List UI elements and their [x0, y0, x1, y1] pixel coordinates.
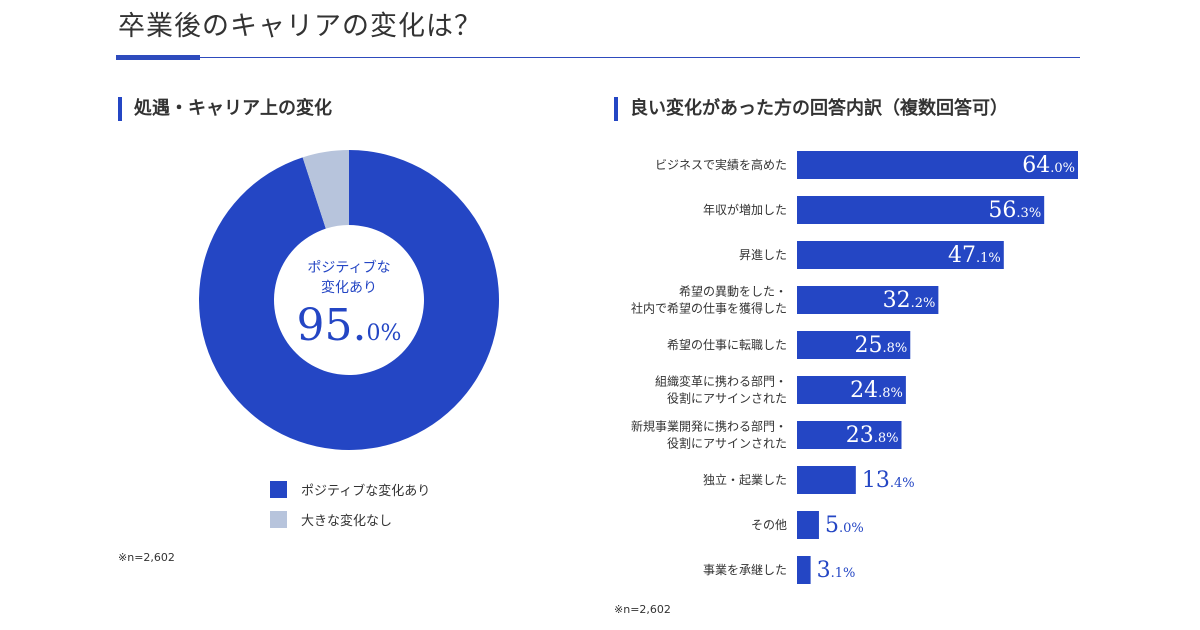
donut-sample-note: ※n=2,602	[118, 551, 175, 564]
bar-1	[797, 196, 1045, 224]
donut-center-label-line2: 変化あり	[321, 280, 377, 296]
title-accent-bar	[116, 55, 200, 60]
legend-label-no-change: 大きな変化なし	[301, 513, 393, 529]
bar-value-label-0: 64.0%	[1022, 153, 1075, 178]
bar-category-label-6-line0: 新規事業開発に携わる部門・	[631, 419, 787, 434]
bar-category-label-3-line1: 社内で希望の仕事を獲得した	[631, 301, 787, 316]
donut-chart-title: 処遇・キャリア上の変化	[118, 97, 332, 121]
donut-center-label-line1: ポジティブな	[307, 260, 391, 276]
bar-5	[797, 376, 906, 404]
bar-value-label-1: 56.3%	[988, 198, 1041, 223]
bar-category-label-0: ビジネスで実績を高めた	[655, 157, 787, 172]
bar-chart-title: 良い変化があった方の回答内訳（複数回答可）	[614, 97, 1008, 121]
donut-center-value: 95.0%	[274, 300, 424, 351]
donut-center-value-sub: 0%	[366, 321, 402, 346]
bar-value-label-8: 5.0%	[825, 513, 864, 538]
bar-chart: ビジネスで実績を高めた 64.0% 年収が増加した 56.3% 昇進した 47.1% 希望の…	[631, 151, 1078, 584]
legend-swatch-no-change	[270, 510, 287, 528]
bar-category-label-9: 事業を承継した	[703, 562, 787, 577]
bar-category-label-3-line0: 希望の異動をした・	[679, 284, 787, 299]
bar-value-label-7: 13.4%	[862, 468, 915, 493]
bar-value-label-3: 32.2%	[883, 288, 936, 313]
legend-swatch-positive	[270, 480, 287, 498]
donut-center-value-main: 95.	[296, 300, 367, 351]
bar-sample-note: ※n=2,602	[614, 603, 671, 616]
bar-category-label-2: 昇進した	[739, 248, 787, 262]
bar-value-label-6: 23.8%	[846, 423, 899, 448]
bar-4	[797, 331, 911, 359]
bar-category-label-4: 希望の仕事に転職した	[667, 337, 787, 352]
donut-slice-no-change	[302, 150, 349, 229]
bar-category-label-5-line0: 組織変革に携わる部門・	[655, 374, 787, 389]
donut-chart	[199, 150, 499, 450]
bar-9	[797, 556, 811, 584]
bar-2	[797, 241, 1004, 269]
bar-3	[797, 286, 939, 314]
legend-label-positive: ポジティブな変化あり	[301, 483, 431, 499]
bar-category-label-1: 年収が増加した	[703, 202, 787, 217]
bar-value-label-4: 25.8%	[855, 333, 908, 358]
bar-category-label-5-line1: 役割にアサインされた	[667, 391, 787, 406]
donut-center-label: ポジティブな 変化あり	[274, 258, 424, 298]
bar-category-label-7: 独立・起業した	[703, 472, 787, 487]
donut-legend: ポジティブな変化あり 大きな変化なし	[270, 480, 430, 540]
bar-6	[797, 421, 902, 449]
title-rule	[118, 57, 1080, 58]
legend-item-positive: ポジティブな変化あり	[270, 480, 431, 499]
page-title: 卒業後のキャリアの変化は？	[118, 11, 482, 42]
bar-category-label-8: その他	[751, 518, 787, 532]
bar-7	[797, 466, 856, 494]
bar-category-label-6-line1: 役割にアサインされた	[667, 436, 787, 451]
bar-8	[797, 511, 819, 539]
bar-value-label-5: 24.8%	[850, 378, 903, 403]
bar-value-label-2: 47.1%	[948, 243, 1001, 268]
donut-slice-positive	[199, 150, 499, 450]
bar-0	[797, 151, 1078, 179]
legend-item-no-change: 大きな変化なし	[270, 510, 430, 529]
bar-value-label-9: 3.1%	[817, 558, 856, 583]
